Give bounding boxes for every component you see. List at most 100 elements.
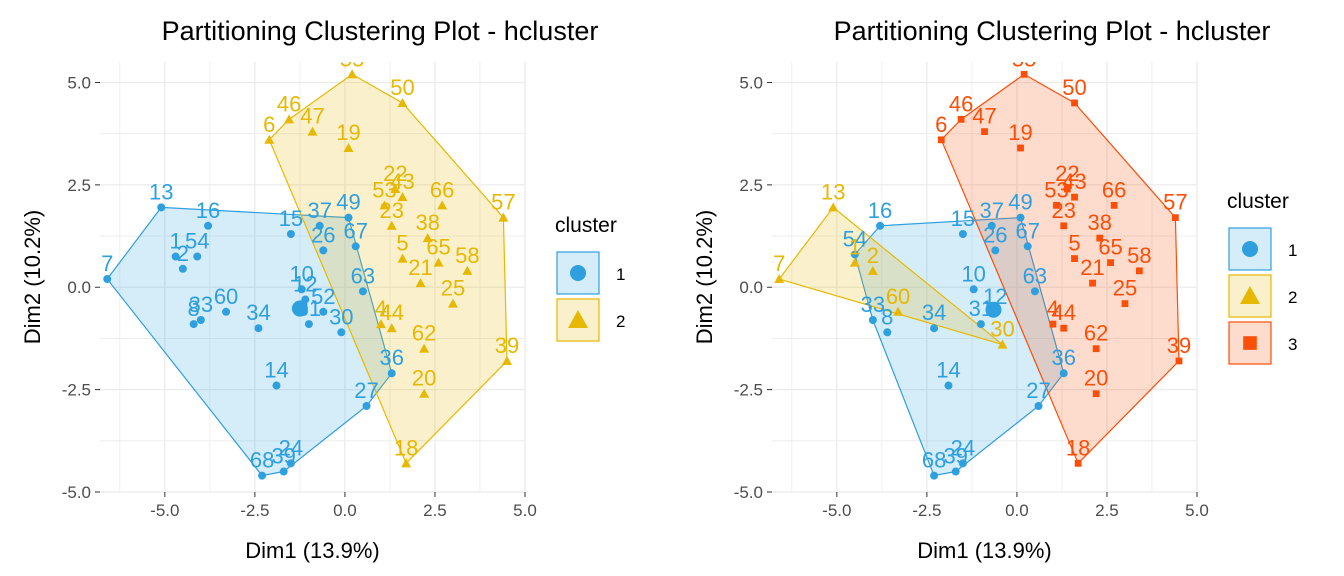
cluster-3-point [1053,201,1060,209]
cluster-2-point [386,220,397,230]
point-label: 36 [1051,345,1075,370]
x-tick-label: 5.0 [513,501,537,520]
cluster-1-point [1023,242,1032,251]
point-label: 23 [1051,198,1075,223]
cluster-1-point [337,328,346,337]
point-label: 30 [329,304,353,329]
cluster-2-point [501,355,512,365]
point-label: 24 [951,435,975,460]
cluster-3-point [1049,320,1057,328]
point-label: 63 [1023,263,1047,288]
point-label: 2 [177,241,189,266]
point-label: 65 [426,235,450,260]
point-label: 47 [300,104,324,129]
legend-label: 3 [1288,335,1297,354]
point-label: 18 [394,435,418,460]
point-label: 65 [1098,235,1122,260]
point-label: 10 [961,261,985,286]
cluster-2-point [284,114,295,124]
point-label: 44 [1051,300,1075,325]
cluster-2-point [774,274,785,284]
cluster-2-hull [778,206,1003,346]
point-label: 54 [185,229,209,254]
cluster-2-point [401,458,412,468]
y-tick-label: 0.0 [67,278,91,297]
cluster-3-point [1017,144,1024,152]
x-tick-label: -5.0 [150,501,179,520]
cluster-2-point [390,183,401,193]
point-label: 46 [949,91,973,116]
point-label: 1 [170,229,182,254]
cluster-2-point [498,212,509,222]
y-tick-label: 2.5 [67,176,91,195]
cluster-1-point [351,242,360,251]
y-tick-label: -5.0 [62,483,91,502]
legend-triangle-icon [1240,286,1260,304]
cluster-2-point [447,298,458,308]
cluster-1-point [272,381,281,390]
point-label: 49 [1008,190,1032,215]
cluster-1-point [362,402,371,410]
cluster-1-point [193,252,202,261]
cluster-3-point [957,115,965,123]
cluster-1-centroid [291,300,308,317]
x-tick-label: -2.5 [912,501,941,520]
point-label: 7 [101,251,113,276]
point-label: 55 [1012,46,1036,71]
cluster-2-point [375,319,386,329]
point-label: 67 [1015,218,1039,243]
legend-triangle-icon [568,310,588,328]
point-label: 60 [886,284,910,309]
cluster-1-point [958,230,967,238]
cluster-1-point [279,467,288,476]
point-label: 23 [379,198,403,223]
legend: cluster 1 2 [555,214,625,342]
point-label: 2 [867,243,879,268]
point-label: 4 [375,296,387,321]
cluster-3-point [1121,300,1129,308]
cluster-1-point [1030,287,1039,296]
legend: cluster 1 2 3 [1227,190,1297,365]
cluster-1-point [319,307,328,316]
x-tick-label: 0.0 [333,501,357,520]
cluster-2-point [997,339,1008,349]
cluster-1-point [258,471,267,480]
cluster-1-point [951,467,960,476]
cluster-3-point [981,128,988,136]
cluster-1-point [958,459,967,468]
cluster-3-point [1107,259,1114,267]
cluster-1-centroid [985,301,1002,318]
chart-panel-left: Partitioning Clustering Plot - hcluster … [20,16,625,563]
cluster-2-point [307,126,318,136]
point-label: 7 [773,251,785,276]
point-label: 34 [246,300,270,325]
y-tick-label: 2.5 [739,176,763,195]
cluster-1-point [189,320,198,329]
y-tick-label: 0.0 [739,278,763,297]
point-label: 38 [1088,210,1112,235]
chart-left: Partitioning Clustering Plot - hcluster … [20,16,625,563]
point-label: 19 [1008,120,1032,145]
chart-title: Partitioning Clustering Plot - hcluster [834,16,1271,46]
cluster-1-point [976,320,985,329]
cluster-2-point [462,265,473,275]
point-label: 20 [1084,366,1108,391]
cluster-2-point [828,202,839,212]
point-label: 62 [412,321,436,346]
point-label: 68 [250,448,274,473]
legend-title: cluster [555,214,617,237]
point-label: 57 [1163,190,1187,215]
cluster-3-point [1135,267,1143,275]
point-label: 14 [264,358,288,383]
point-label: 8 [881,304,893,329]
cluster-1-point [254,324,263,333]
cluster-1-point [930,471,939,480]
point-label: 63 [351,263,375,288]
cluster-1-point [876,221,885,230]
legend-square-icon [1243,336,1257,350]
point-label: 54 [843,226,867,251]
cluster-1-point [387,369,396,378]
x-tick-label: 0.0 [1005,501,1029,520]
point-label: 13 [149,179,173,204]
cluster-2-point [343,143,354,152]
